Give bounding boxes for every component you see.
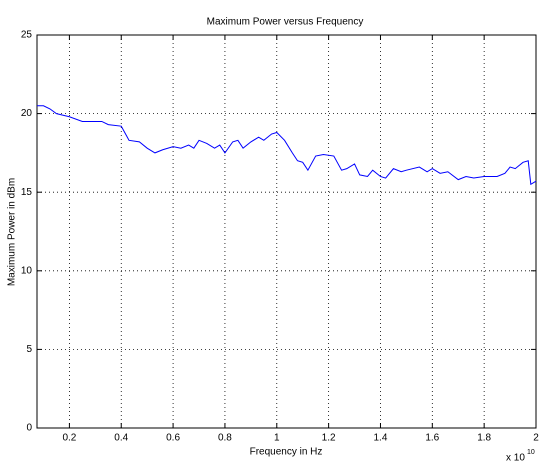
y-tick-label: 0 <box>26 423 32 434</box>
x-exponent: 10 <box>527 449 535 456</box>
x-multiplier: x 10 <box>506 453 525 464</box>
y-tick-label: 25 <box>21 30 33 41</box>
x-tick-label: 1.6 <box>425 433 439 444</box>
x-axis-label: Frequency in Hz <box>250 447 323 458</box>
x-tick-label: 0.2 <box>62 433 76 444</box>
data-line <box>37 105 537 186</box>
x-tick-label: 1.2 <box>322 433 336 444</box>
y-axis-label: Maximum Power in dBm <box>7 178 18 286</box>
chart-title: Maximum Power versus Frequency <box>207 17 364 28</box>
x-tick-label: 1.8 <box>477 433 491 444</box>
x-tick-label: 1.4 <box>374 433 388 444</box>
x-tick-label: 1 <box>274 433 280 444</box>
x-tick-label: 0.6 <box>166 433 180 444</box>
y-tick-label: 5 <box>26 344 32 355</box>
x-tick-label: 2 <box>533 433 539 444</box>
plot-frame <box>36 34 537 429</box>
y-tick-label: 15 <box>21 187 33 198</box>
y-tick-label: 10 <box>21 265 33 276</box>
y-tick-label: 20 <box>21 108 33 119</box>
x-tick-label: 0.4 <box>114 433 128 444</box>
x-tick-label: 0.8 <box>218 433 232 444</box>
